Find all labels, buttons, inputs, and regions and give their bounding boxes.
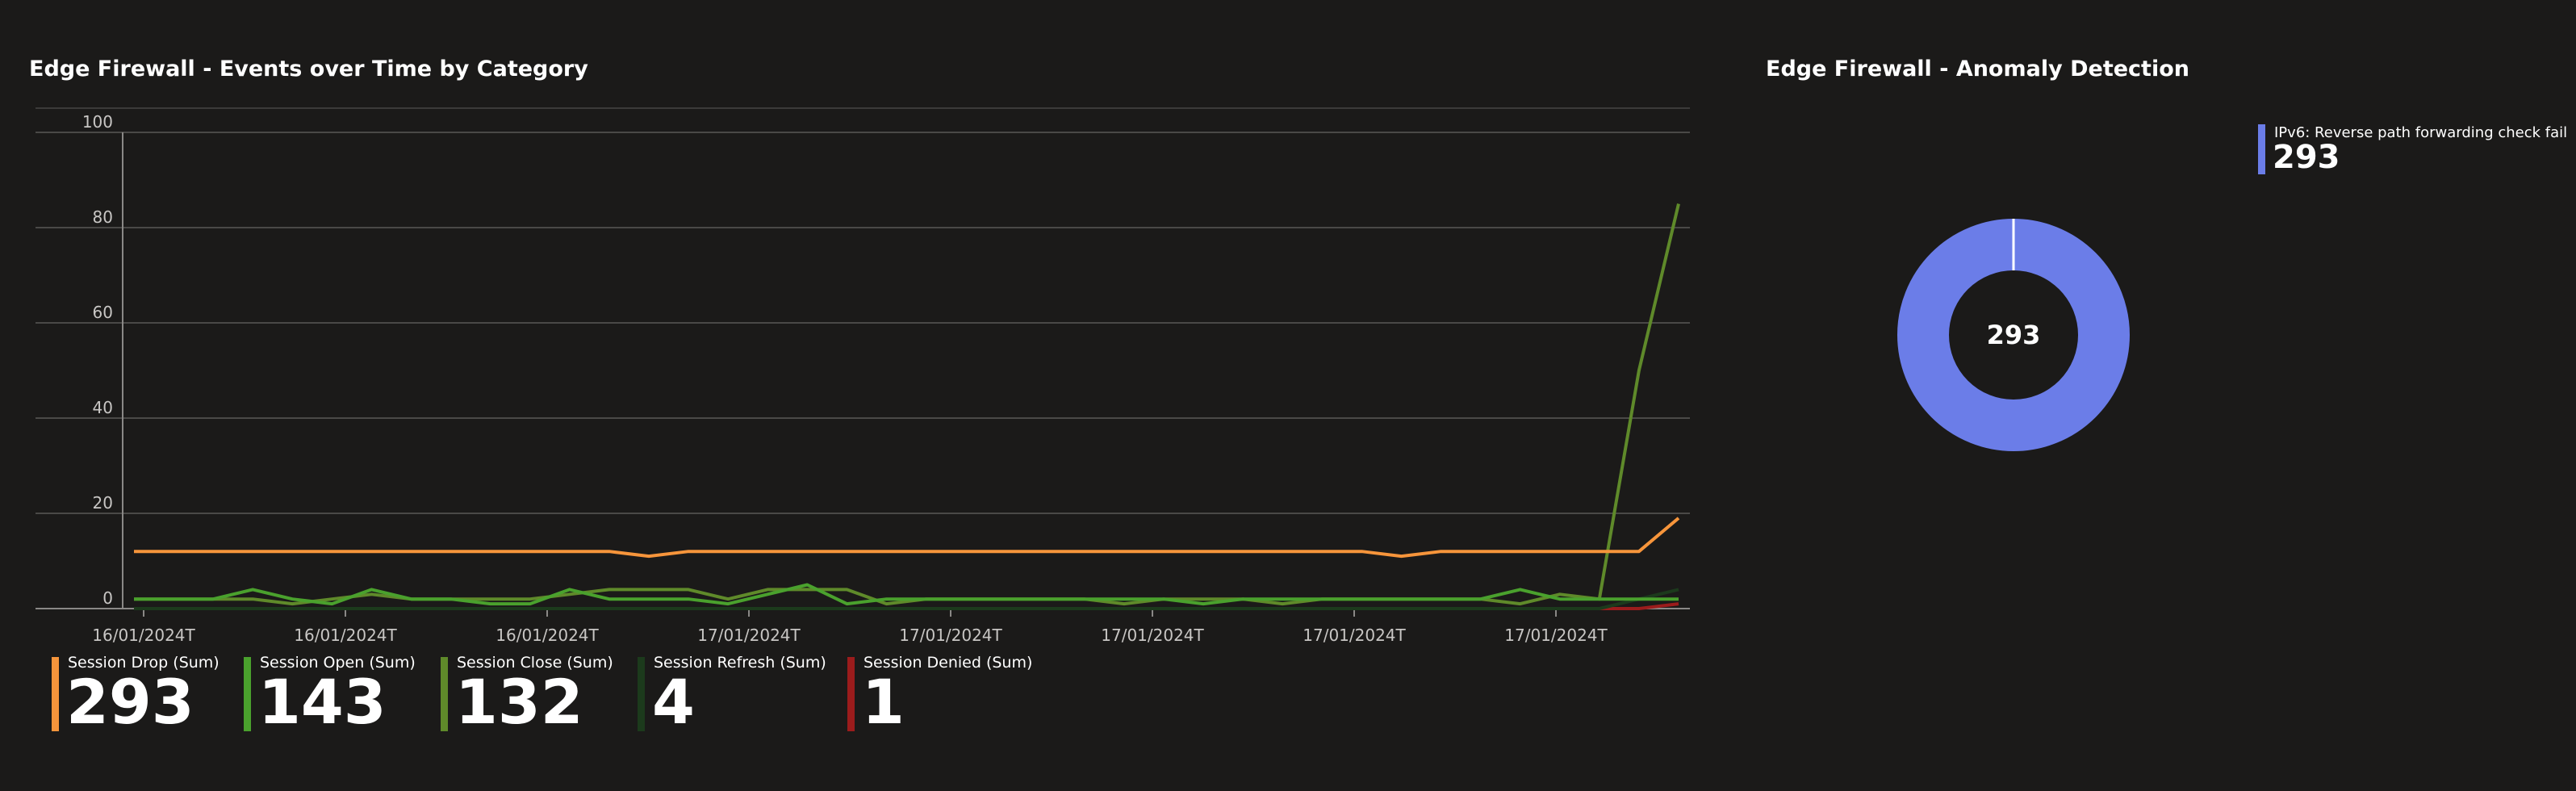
donut-legend-name: IPv6: Reverse path forwarding check fail	[2274, 124, 2568, 141]
legend-name: Session Open (Sum)	[260, 654, 416, 672]
x-tick-label: 17/01/2024T	[899, 626, 1002, 645]
y-tick-label: 40	[93, 398, 113, 417]
donut-center-label: 293	[1987, 320, 2041, 350]
legend-value: 132	[455, 666, 583, 738]
y-tick-label: 20	[93, 493, 113, 513]
line-chart-title: Edge Firewall - Events over Time by Cate…	[29, 56, 588, 82]
legend-name: Session Close (Sum)	[457, 654, 613, 672]
legend-value: 4	[652, 666, 695, 738]
x-tick-label: 17/01/2024T	[1101, 626, 1204, 645]
donut-legend-value: 293	[2273, 139, 2340, 176]
donut-layer	[1897, 219, 2130, 451]
y-tick-label: 80	[93, 207, 113, 227]
legend-swatch	[638, 657, 645, 731]
series-line-session-drop-sum[interactable]	[134, 517, 1680, 559]
x-tick-label: 17/01/2024T	[1504, 626, 1608, 645]
legend-value: 293	[66, 666, 194, 738]
events-line-chart[interactable]: 0 20 40 60 80 100 16/01/2024T 16/01/2024T 16/01/…	[0, 0, 1695, 646]
x-tick-label: 17/01/2024T	[697, 626, 801, 645]
x-tick-label: 16/01/2024T	[294, 626, 397, 645]
series-line-session-open-sum[interactable]	[134, 583, 1679, 606]
series-line-session-refresh-sum[interactable]	[134, 588, 1679, 610]
legend-swatch	[847, 657, 855, 731]
axis-layer: 0 20 40 60 80 100 16/01/2024T 16/01/2024T 16/01/…	[82, 112, 1608, 645]
x-tick-label: 16/01/2024T	[92, 626, 195, 645]
legend-swatch	[52, 657, 59, 731]
anomaly-donut-chart[interactable]: 293	[1888, 210, 2139, 460]
series-line-session-close-sum[interactable]	[134, 203, 1680, 606]
x-tick-label: 17/01/2024T	[1303, 626, 1406, 645]
series-layer	[134, 203, 1680, 610]
y-tick-label: 100	[82, 112, 113, 132]
donut-chart-title: Edge Firewall - Anomaly Detection	[1766, 56, 2189, 82]
legend-swatch	[244, 657, 251, 731]
legend-value: 1	[862, 666, 905, 738]
legend-swatch	[441, 657, 448, 731]
y-tick-label: 60	[93, 303, 113, 322]
legend-value: 143	[258, 666, 387, 738]
y-tick-label: 0	[102, 588, 113, 608]
legend-name: Session Refresh (Sum)	[654, 654, 826, 672]
x-tick-label: 16/01/2024T	[496, 626, 599, 645]
legend-name: Session Drop (Sum)	[68, 654, 220, 672]
grid-layer	[36, 107, 1690, 609]
legend-name: Session Denied (Sum)	[864, 654, 1033, 672]
donut-legend-swatch	[2258, 124, 2265, 174]
